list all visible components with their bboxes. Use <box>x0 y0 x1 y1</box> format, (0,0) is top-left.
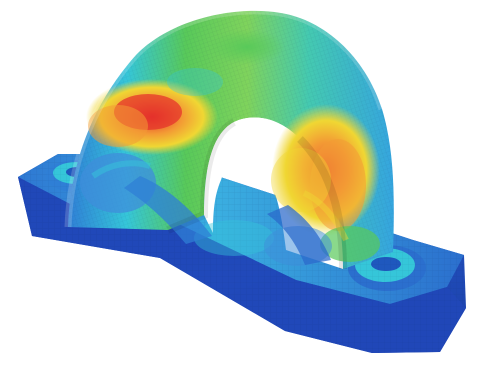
surface-shading <box>64 7 386 270</box>
support-ribs <box>91 160 349 265</box>
